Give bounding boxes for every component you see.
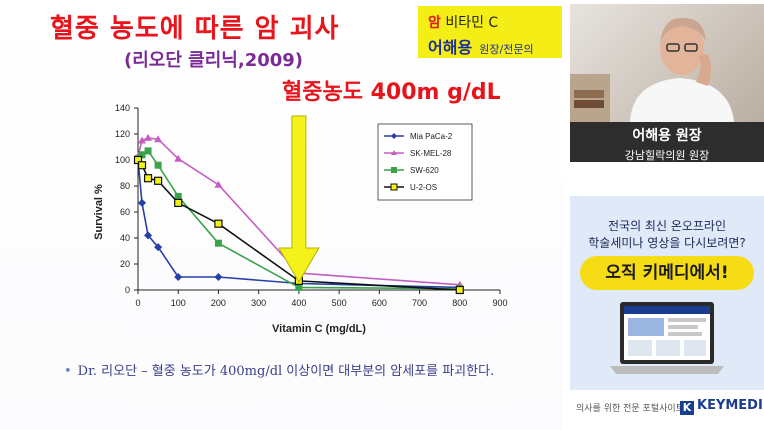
sidebar-footer: 의사를 위한 전문 포털사이트 K KEYMEDI xyxy=(570,392,764,424)
data-point xyxy=(138,151,146,159)
concentration-label: 혈중농도 400m g/dL xyxy=(282,80,501,105)
legend-marker xyxy=(391,167,397,173)
x-tick-label: 600 xyxy=(372,298,387,308)
keymedi-logo-icon: K xyxy=(680,401,694,415)
topic-red-word: 암 xyxy=(428,15,441,31)
y-tick-label: 100 xyxy=(115,155,130,165)
presenter-figure xyxy=(570,17,734,122)
legend-label: U-2-OS xyxy=(410,183,437,192)
presenter-video xyxy=(570,4,764,122)
data-point xyxy=(154,243,163,252)
data-point xyxy=(174,198,183,208)
y-tick-label: 60 xyxy=(120,207,130,217)
y-tick-label: 80 xyxy=(120,181,130,191)
x-tick-label: 700 xyxy=(412,298,427,308)
x-tick-label: 400 xyxy=(291,298,306,308)
legend-label: SW-620 xyxy=(410,166,439,175)
x-tick-label: 200 xyxy=(211,298,226,308)
legend-label: Mia PaCa-2 xyxy=(410,132,453,141)
y-tick-label: 0 xyxy=(125,285,130,295)
topic-text: 비타민 C xyxy=(445,15,499,31)
chart-plot-area: 0 20 40 60 80 100 120 140 0 100 200 300 400 500 600 700… xyxy=(115,103,508,308)
y-tick-label: 120 xyxy=(115,129,130,139)
annotation-arrow xyxy=(278,115,320,283)
data-point xyxy=(144,147,152,155)
ad-cta-button[interactable]: 오직 키메디에서! xyxy=(580,256,754,290)
keymedi-logo[interactable]: K KEYMEDI xyxy=(680,398,763,415)
data-point xyxy=(295,283,303,291)
data-point xyxy=(144,133,153,141)
data-point xyxy=(138,198,147,207)
bullet-dot: • xyxy=(64,364,72,379)
data-point xyxy=(214,273,223,281)
lecturer-name: 어해용 xyxy=(428,38,473,57)
x-tick-label: 500 xyxy=(332,298,347,308)
ad-text: 전국의 최신 온오프라인 학술세미나 영상을 다시보려면? xyxy=(570,218,764,252)
data-point xyxy=(154,161,162,169)
y-axis-label: Survival % xyxy=(93,184,105,240)
legend-marker xyxy=(390,183,398,191)
y-tick-label: 40 xyxy=(120,233,130,243)
data-point xyxy=(214,180,223,188)
data-point xyxy=(455,285,464,295)
keymedi-ad-banner[interactable]: 전국의 최신 온오프라인 학술세미나 영상을 다시보려면? 오직 키메디에서! xyxy=(570,196,764,390)
presentation-slide: 혈중 농도에 따른 암 괴사 (리오단 클리닉,2009) 혈중농도 400m … xyxy=(0,0,562,430)
lecturer-line: 어해용 원장/전문의 xyxy=(428,34,534,58)
slide-bullet: • Dr. 리오단 – 혈중 농도가 400mg/dl 이상이면 대부분의 암세포… xyxy=(64,360,494,379)
data-point xyxy=(214,219,223,228)
lecture-brand-box: 암 비타민 C 어해용 원장/전문의 xyxy=(418,6,562,58)
presenter-name-card: 어해용 원장 강남힐락의원 원장 xyxy=(570,122,764,162)
data-point xyxy=(174,192,182,200)
ad-line-2: 학술세미나 영상을 다시보려면? xyxy=(588,236,746,250)
data-point xyxy=(143,174,153,183)
data-point xyxy=(154,176,163,185)
data-point xyxy=(174,154,183,162)
keymedi-logo-text: KEYMEDI xyxy=(697,398,763,413)
data-point xyxy=(144,231,153,240)
data-point xyxy=(214,239,222,247)
lecture-topic: 암 비타민 C xyxy=(428,12,498,32)
data-point xyxy=(154,135,163,143)
y-tick-label: 20 xyxy=(120,259,130,269)
bullet-text: Dr. 리오단 – 혈중 농도가 400mg/dl 이상이면 대부분의 암세포를… xyxy=(77,364,495,379)
presenter-name: 어해용 원장 xyxy=(632,128,702,144)
y-tick-label: 140 xyxy=(115,103,130,113)
lecturer-role: 원장/전문의 xyxy=(479,43,534,56)
x-axis-label: Vitamin C (mg/dL) xyxy=(272,323,366,335)
x-tick-label: 900 xyxy=(492,298,507,308)
x-tick-label: 0 xyxy=(135,298,140,308)
ad-line-1: 전국의 최신 온오프라인 xyxy=(607,219,727,233)
laptop-icon xyxy=(610,302,724,374)
legend-marker xyxy=(391,133,397,139)
series-line xyxy=(137,159,460,289)
data-point xyxy=(138,136,147,144)
presenter-affiliation: 강남힐락의원 원장 xyxy=(624,149,710,162)
data-point xyxy=(137,161,147,170)
legend-label: SK-MEL-28 xyxy=(410,149,452,158)
x-tick-label: 800 xyxy=(452,298,467,308)
survival-chart: 0 20 40 60 80 100 120 140 0 100 200 300 400 500 600 700… xyxy=(93,103,508,335)
data-point xyxy=(174,273,183,281)
x-tick-label: 300 xyxy=(251,298,266,308)
legend-marker xyxy=(391,150,397,155)
x-tick-label: 100 xyxy=(171,298,186,308)
slide-subtitle: (리오단 클리닉,2009) xyxy=(124,50,304,71)
slide-title: 혈중 농도에 따른 암 괴사 xyxy=(50,14,340,44)
footer-tagline: 의사를 위한 전문 포털사이트 xyxy=(576,404,684,414)
